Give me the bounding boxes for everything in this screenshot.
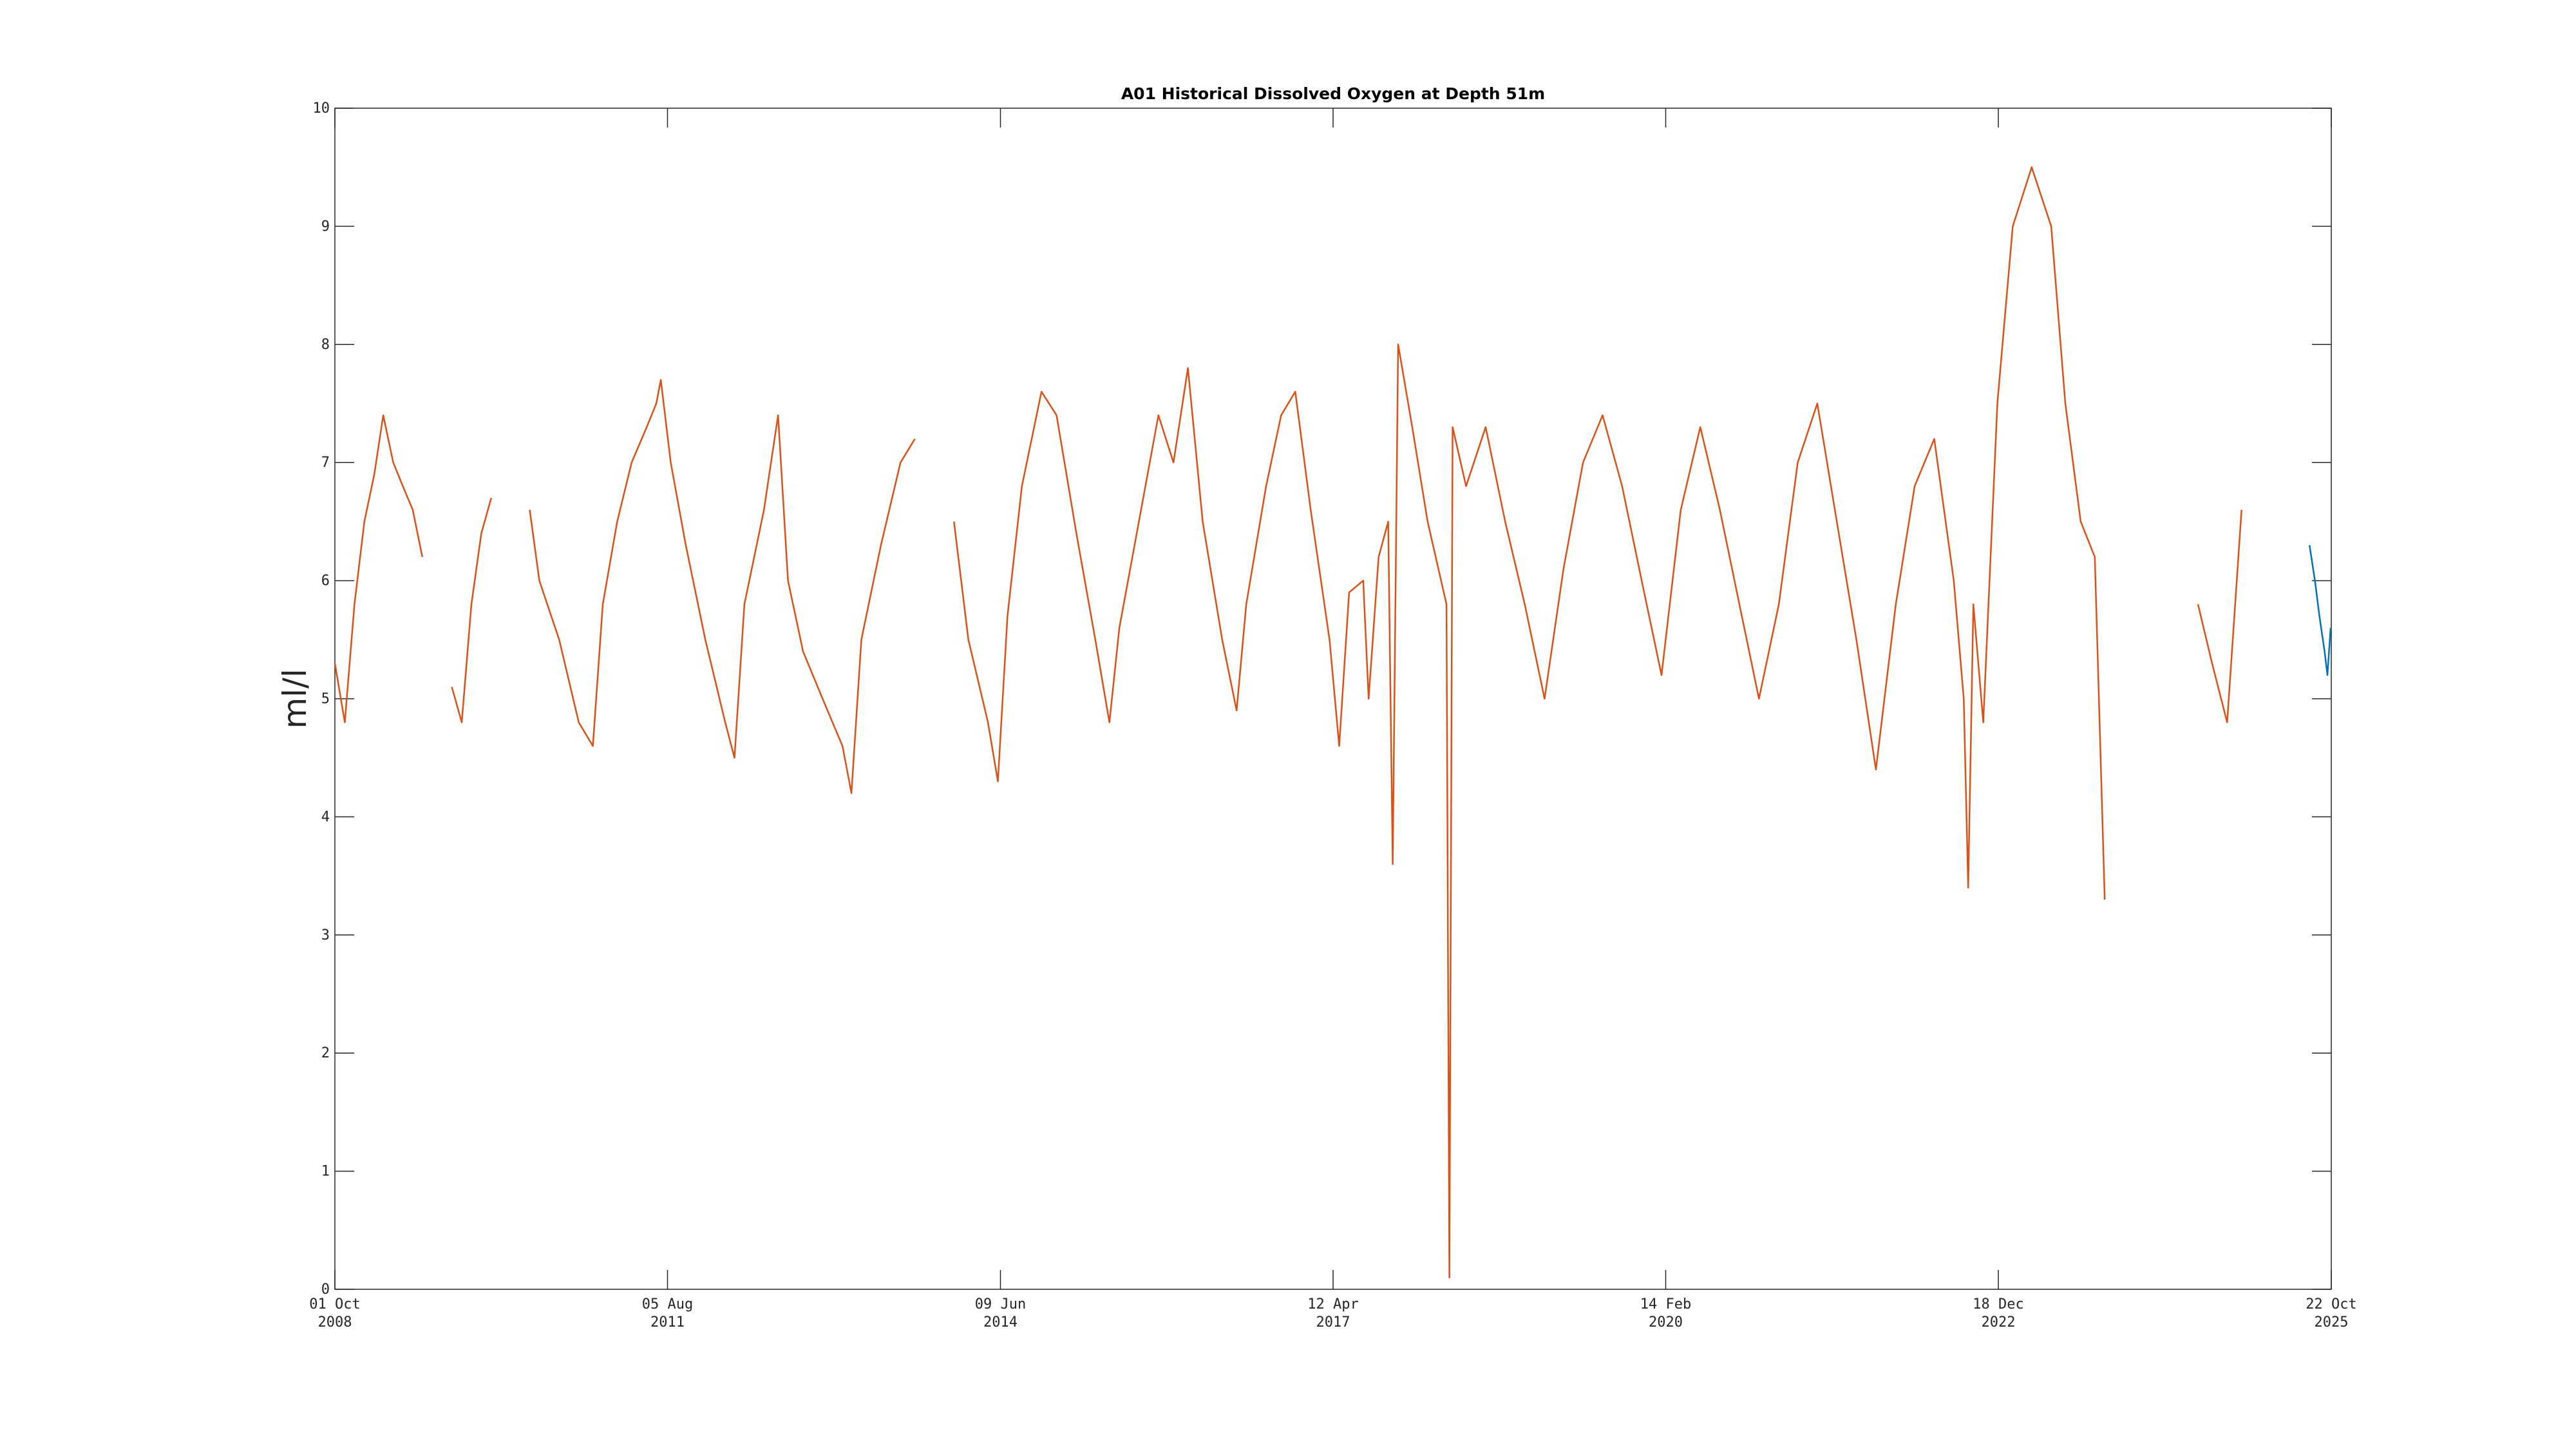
x-tick-label: 14 Feb bbox=[1640, 1296, 1691, 1312]
plot-area bbox=[334, 108, 2332, 1290]
x-tick-label-year: 2014 bbox=[983, 1314, 1018, 1331]
series-1-line-segment bbox=[529, 379, 916, 794]
y-tick-label: 7 bbox=[321, 455, 330, 471]
series-2-line-segment bbox=[2308, 545, 2332, 676]
x-tick-label: 12 Apr bbox=[1307, 1296, 1358, 1312]
y-tick-label: 0 bbox=[321, 1282, 330, 1298]
y-tick-label: 3 bbox=[321, 927, 330, 943]
x-tick-label-year: 2011 bbox=[650, 1314, 685, 1331]
y-tick-label: 5 bbox=[321, 691, 330, 707]
series-layer bbox=[334, 166, 2332, 1278]
ticks: 0 1 2 3 4 5 6 7 8 9 10 01 Oct 2008 05 Aug 2011 09 Jun 20… bbox=[309, 100, 2356, 1331]
y-tick-label: 8 bbox=[321, 337, 330, 353]
x-tick-label: 09 Jun bbox=[975, 1296, 1026, 1312]
x-tick-label: 05 Aug bbox=[642, 1296, 693, 1312]
chart-title: A01 Historical Dissolved Oxygen at Depth… bbox=[1121, 84, 1545, 103]
y-axis-label: ml/l bbox=[276, 668, 314, 728]
series-1-line-segment bbox=[451, 497, 493, 723]
y-tick-label: 10 bbox=[313, 100, 330, 117]
x-tick-label-year: 2017 bbox=[1316, 1314, 1350, 1331]
x-tick-label-year: 2008 bbox=[318, 1314, 352, 1331]
x-tick-label-year: 2020 bbox=[1649, 1314, 1683, 1331]
y-tick-label: 1 bbox=[321, 1164, 330, 1180]
series-1-line-segment bbox=[953, 166, 2106, 1278]
y-tick-label: 2 bbox=[321, 1045, 330, 1061]
x-tick-label: 22 Oct bbox=[2306, 1296, 2356, 1312]
series-1-line-segment bbox=[334, 414, 424, 723]
y-tick-label: 9 bbox=[321, 218, 330, 234]
x-tick-label: 18 Dec bbox=[1973, 1296, 2023, 1312]
y-tick-label: 6 bbox=[321, 573, 330, 589]
x-tick-label-year: 2022 bbox=[1982, 1314, 2016, 1331]
series-1-line-segment bbox=[2197, 509, 2242, 723]
x-tick-label: 01 Oct bbox=[309, 1296, 360, 1312]
y-tick-label: 4 bbox=[321, 809, 330, 825]
x-tick-label-year: 2025 bbox=[2315, 1314, 2349, 1331]
